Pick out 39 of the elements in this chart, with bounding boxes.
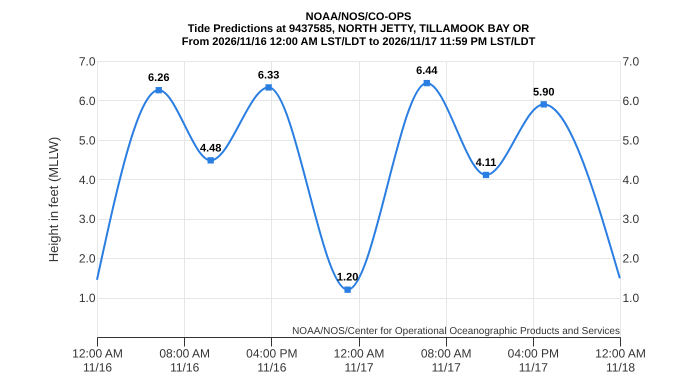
x-tick-label: 04:00 PM 11/17 xyxy=(508,346,560,374)
x-tick-label: 08:00 AM 11/16 xyxy=(159,346,210,374)
y2-tick-label: 7.0 xyxy=(622,54,640,68)
point xyxy=(156,87,162,94)
y-axis-title: Height in feet (MLLW) xyxy=(46,136,61,262)
data-label: 6.33 xyxy=(258,69,280,82)
y2-tick-label: 6.0 xyxy=(622,94,640,108)
point xyxy=(265,84,272,91)
y2-tick-label: 3.0 xyxy=(622,212,640,226)
chart-title: NOAA/NOS/CO-OPS xyxy=(306,11,412,23)
y-tick-label: 4.0 xyxy=(78,172,96,187)
x-tick-label: 04:00 PM 11/16 xyxy=(246,346,298,374)
data-label: 1.20 xyxy=(336,272,358,284)
x-tick-label: 12:00 AM 11/17 xyxy=(334,346,384,374)
annotation: NOAA/NOS/Center for Operational Oceanographic Products and Services xyxy=(292,326,620,337)
y2-tick-label: 4.0 xyxy=(622,172,640,187)
y-tick-label: 2.0 xyxy=(78,252,96,266)
y-tick-label: 7.0 xyxy=(78,54,96,68)
x-tick-label: 12:00 AM 11/16 xyxy=(72,346,123,374)
y-tick-label: 3.0 xyxy=(78,212,96,226)
point xyxy=(424,80,430,86)
point xyxy=(344,286,351,293)
point xyxy=(208,157,214,164)
data-label: 6.44 xyxy=(416,65,438,78)
y-tick-label: 1.0 xyxy=(78,291,96,306)
y2-tick-label: 1.0 xyxy=(622,291,640,306)
x-tick-label: 08:00 AM 11/17 xyxy=(420,346,472,374)
data-label: 4.48 xyxy=(200,142,222,154)
y-tick-label: 5.0 xyxy=(78,133,96,148)
point xyxy=(540,101,547,108)
data-label: 6.26 xyxy=(148,72,170,84)
y2-tick-label: 5.0 xyxy=(622,133,640,148)
point xyxy=(482,172,490,178)
data-label: 4.11 xyxy=(476,156,496,169)
chart-subtitle: Tide Predictions at 9437585, NORTH JETTY, TILLAMOOK BAY OR From 2026/11/16 12:00 AM LST/LDT to 2026/11/17 11:59 PM LST/LDT xyxy=(182,23,536,48)
x-tick-label: 12:00 AM 11/18 xyxy=(595,346,646,374)
data-label: 5.90 xyxy=(533,86,554,98)
y-tick-label: 6.0 xyxy=(78,94,96,108)
y2-tick-label: 2.0 xyxy=(622,252,640,266)
